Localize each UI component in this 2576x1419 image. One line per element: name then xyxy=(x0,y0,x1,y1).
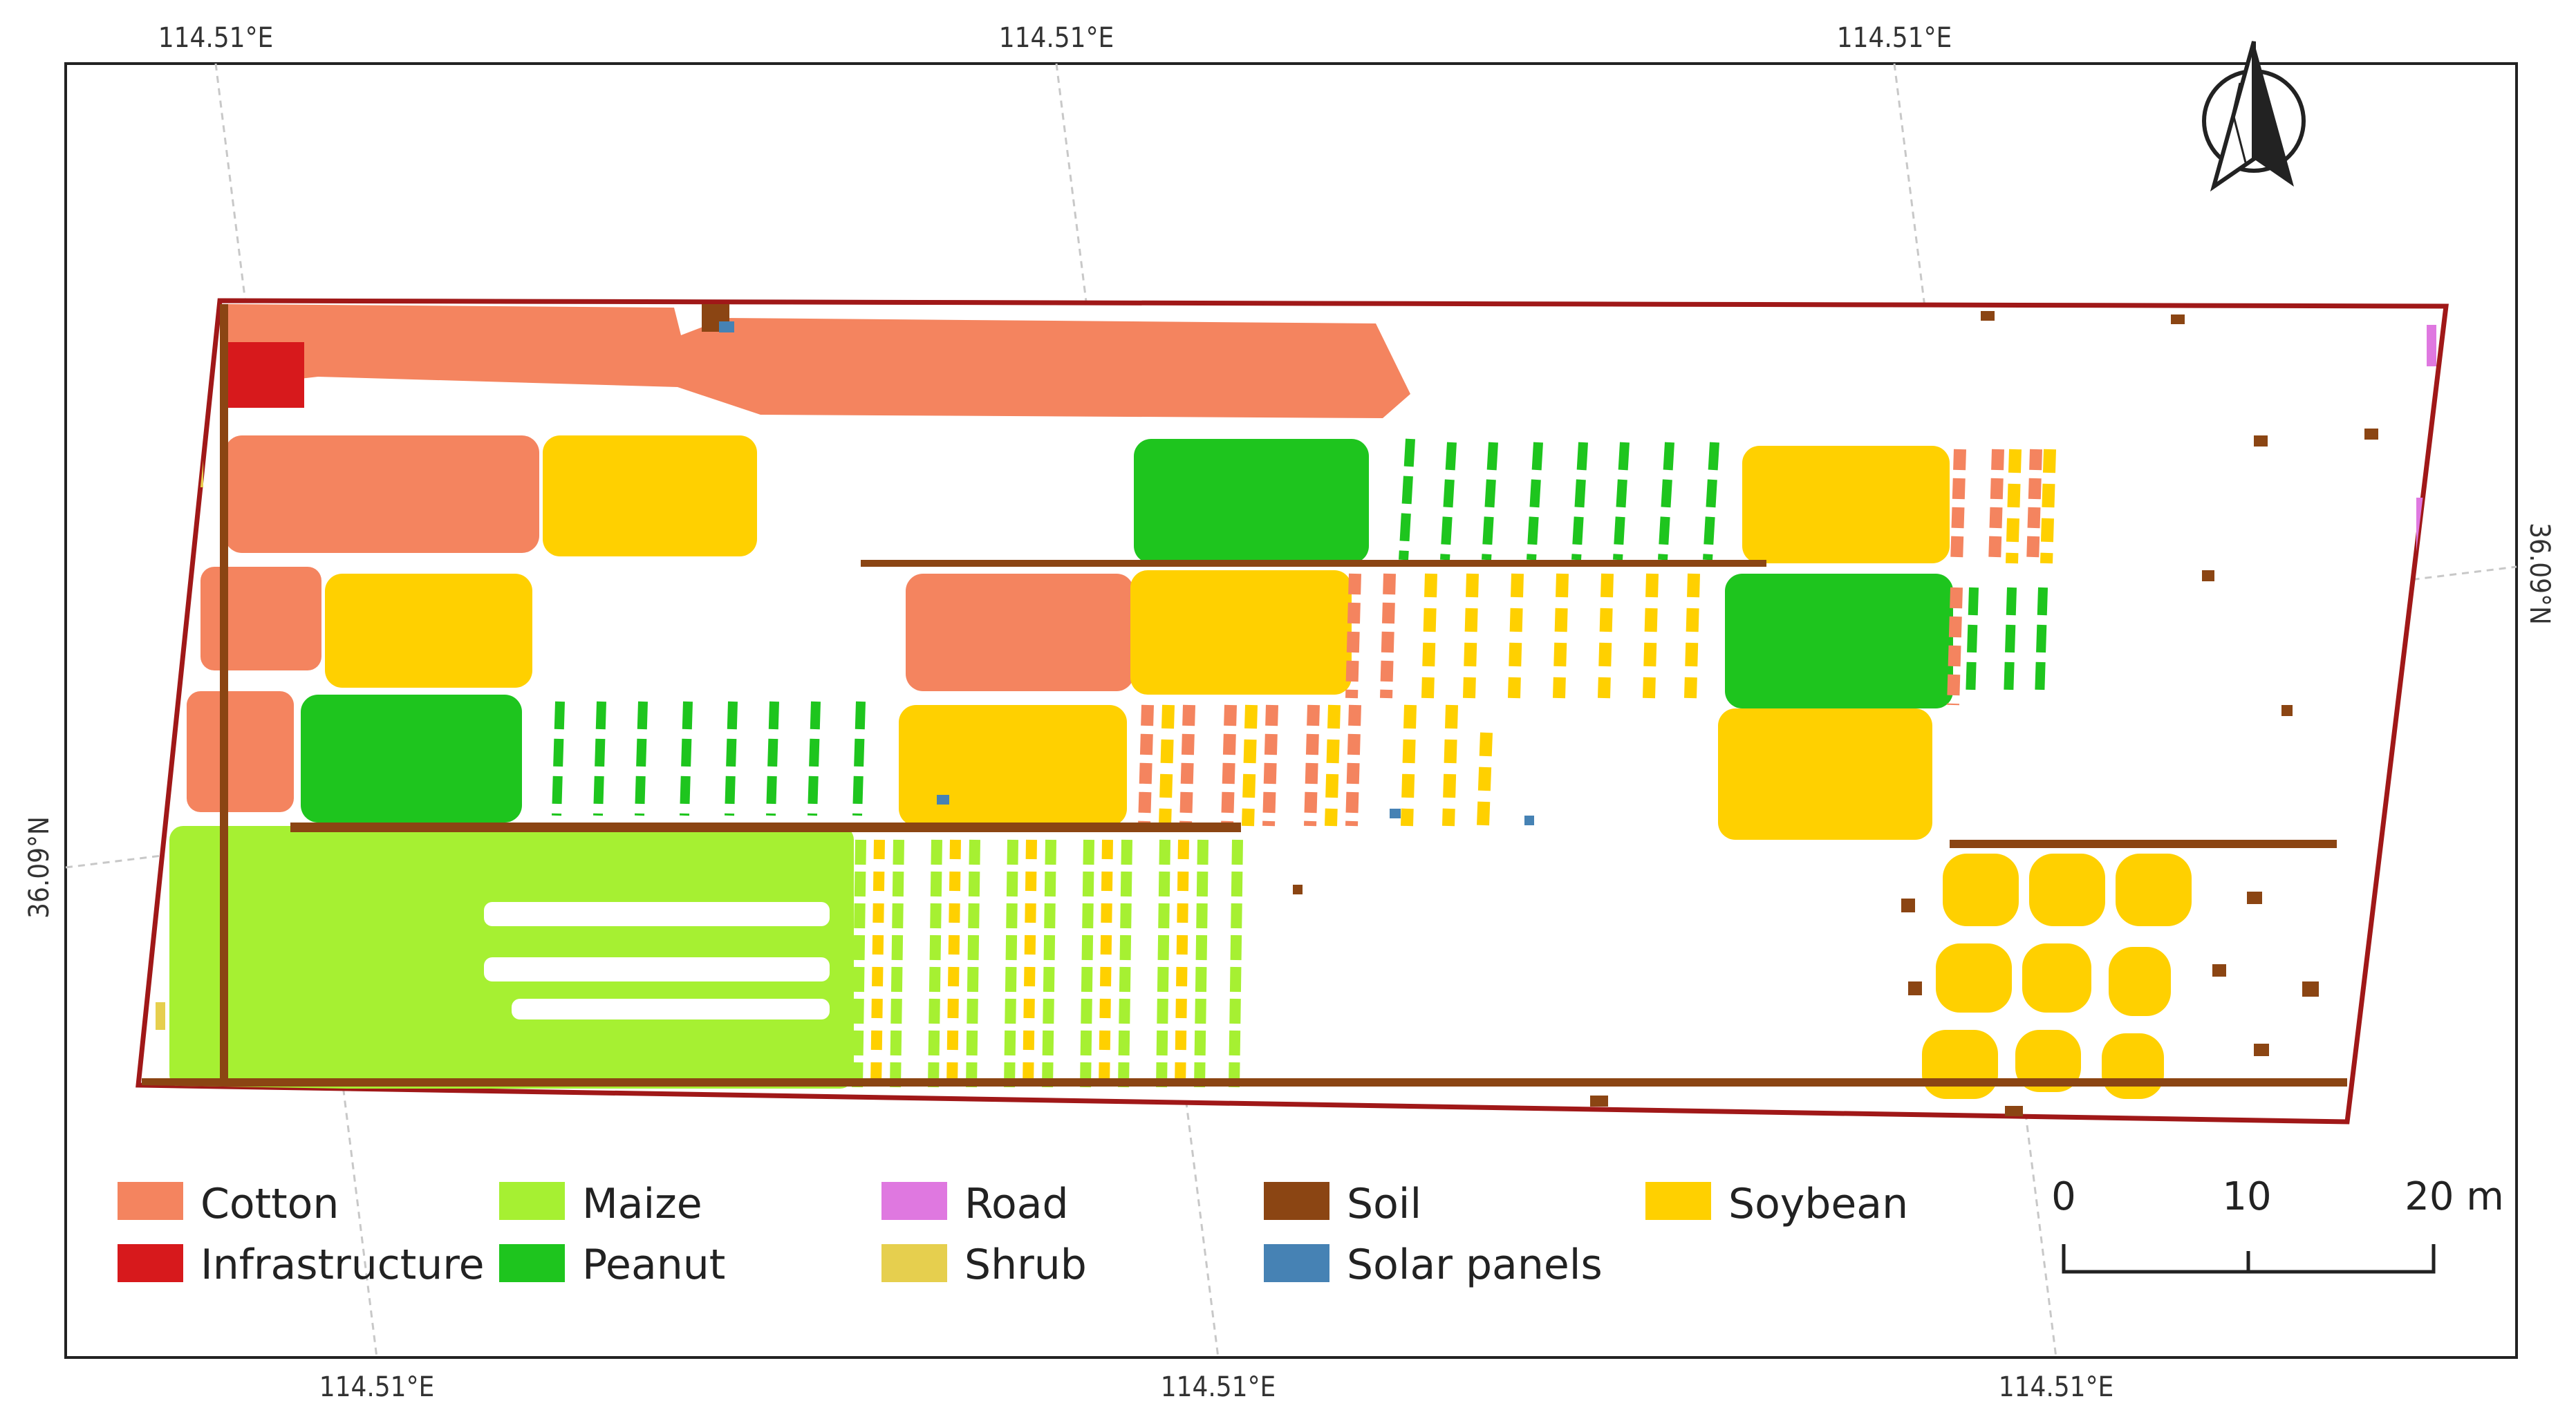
grid-labels: 114.51°E 114.51°E 114.51°E 114.51°E 114.… xyxy=(24,22,2555,1403)
land-cover xyxy=(142,304,2436,1117)
legend-swatch-peanut xyxy=(499,1244,565,1282)
top-label-1: 114.51°E xyxy=(158,22,274,54)
scale-tick-20: 20 m xyxy=(2405,1174,2504,1219)
legend-label-maize: Maize xyxy=(582,1180,702,1228)
infrastructure-area xyxy=(228,342,304,408)
legend-label-infrastructure: Infrastructure xyxy=(200,1241,485,1289)
north-arrow-icon xyxy=(2202,41,2306,192)
legend-swatch-infrastructure xyxy=(118,1244,183,1282)
top-label-2: 114.51°E xyxy=(999,22,1114,54)
soybean-areas xyxy=(325,435,2192,1099)
legend-swatch-cotton xyxy=(118,1182,183,1220)
scale-tick-10: 10 xyxy=(2222,1174,2271,1219)
soil-specks xyxy=(142,304,2378,1117)
maize-gaps xyxy=(484,902,830,1019)
top-label-3: 114.51°E xyxy=(1837,22,1952,54)
legend-swatch-solar-panels xyxy=(1264,1244,1329,1282)
left-lat-label: 36.09°N xyxy=(24,816,55,919)
legend-label-cotton: Cotton xyxy=(200,1180,339,1228)
bottom-label-1: 114.51°E xyxy=(319,1371,435,1403)
legend-label-solar-panels: Solar panels xyxy=(1347,1241,1603,1289)
bottom-label-3: 114.51°E xyxy=(1999,1371,2114,1403)
maize-soybean-mixed xyxy=(852,839,1243,1089)
legend-label-soil: Soil xyxy=(1347,1180,1421,1228)
peanut-areas xyxy=(301,439,1953,823)
legend-swatch-road xyxy=(881,1182,947,1220)
legend-label-road: Road xyxy=(964,1180,1069,1228)
legend-label-shrub: Shrub xyxy=(964,1241,1087,1289)
legend-swatch-shrub xyxy=(881,1244,947,1282)
bottom-label-2: 114.51°E xyxy=(1161,1371,1276,1403)
legend: Cotton Infrastructure Maize Peanut Road … xyxy=(118,1180,1908,1289)
legend-swatch-soil xyxy=(1264,1182,1329,1220)
right-lat-label: 36.09°N xyxy=(2523,523,2555,625)
legend-label-soybean: Soybean xyxy=(1728,1180,1908,1228)
legend-swatch-soybean xyxy=(1645,1182,1711,1220)
peanut-row-stripes xyxy=(552,438,2048,816)
solar-panel-markers xyxy=(719,321,1534,825)
legend-swatch-maize xyxy=(499,1182,565,1220)
cotton-areas xyxy=(187,304,1410,812)
legend-label-peanut: Peanut xyxy=(582,1241,725,1289)
mixed-plot-stripes xyxy=(1138,449,2056,827)
scale-bar: 0 10 20 m xyxy=(2051,1174,2504,1274)
scale-tick-0: 0 xyxy=(2051,1174,2076,1219)
